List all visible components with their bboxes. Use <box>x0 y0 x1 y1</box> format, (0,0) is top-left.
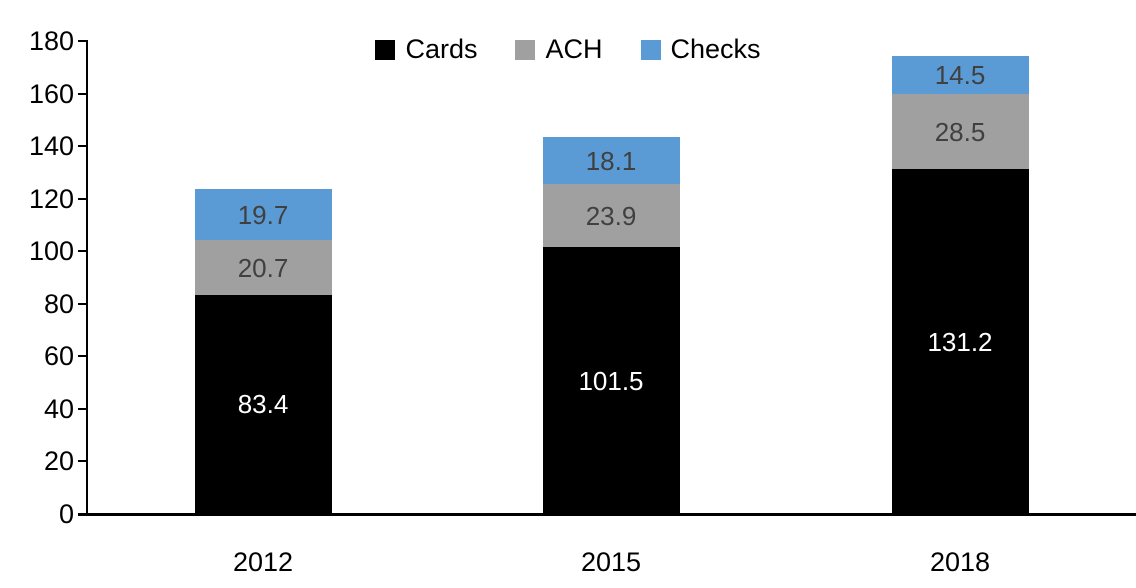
y-tick-label: 60 <box>43 341 74 372</box>
bar-segment-checks-2015: 18.1 <box>542 136 680 185</box>
y-tick-label: 100 <box>28 236 74 267</box>
bar-segment-cards-2015: 101.5 <box>542 247 680 514</box>
y-tick-mark <box>78 250 88 253</box>
bar-value-label: 83.4 <box>237 389 289 420</box>
y-tick-mark <box>78 513 88 515</box>
bar-segment-cards-2012: 83.4 <box>194 294 332 514</box>
legend-swatch-checks-icon <box>640 39 661 60</box>
y-tick-mark <box>78 197 88 200</box>
bar-segment-ach-2015: 23.9 <box>542 184 680 248</box>
x-axis-label-2015: 2015 <box>580 547 642 577</box>
y-tick-label: 0 <box>58 499 74 529</box>
y-tick-mark <box>78 145 88 148</box>
legend-label-cards: Cards <box>405 34 478 64</box>
y-tick-label: 140 <box>28 131 74 162</box>
x-axis-line <box>78 513 1136 516</box>
y-tick-label: 120 <box>28 183 74 214</box>
legend-item-ach: ACH <box>515 34 603 64</box>
bar-value-label: 18.1 <box>585 145 637 176</box>
y-tick-mark <box>78 460 88 463</box>
y-tick-label: 40 <box>43 393 74 424</box>
y-tick-label: 80 <box>43 288 74 319</box>
bar-value-label: 23.9 <box>585 200 637 231</box>
bar-value-label: 14.5 <box>934 60 986 91</box>
x-axis-label-2018: 2018 <box>929 547 991 577</box>
y-tick-mark <box>78 92 88 95</box>
bar-segment-checks-2018: 14.5 <box>891 56 1029 95</box>
y-tick-mark <box>78 355 88 358</box>
y-tick-label: 20 <box>43 446 74 477</box>
chart-legend: Cards ACH Checks <box>0 36 1136 63</box>
legend-item-cards: Cards <box>375 36 477 63</box>
legend-item-checks: Checks <box>640 34 761 64</box>
bar-value-label: 101.5 <box>578 365 644 396</box>
bar-segment-ach-2018: 28.5 <box>891 94 1029 170</box>
bar-value-label: 131.2 <box>927 326 993 357</box>
bar-value-label: 20.7 <box>237 252 289 283</box>
y-axis-line <box>86 41 88 516</box>
legend-swatch-cards-icon <box>375 39 396 60</box>
y-tick-mark <box>78 407 88 410</box>
bar-value-label: 19.7 <box>237 199 289 230</box>
y-tick-mark <box>78 302 88 305</box>
bar-segment-checks-2012: 19.7 <box>194 188 332 241</box>
legend-swatch-ach-icon <box>515 39 536 60</box>
y-tick-label: 160 <box>28 78 74 109</box>
x-axis-label-2012: 2012 <box>232 547 294 577</box>
y-tick-label: 180 <box>28 26 74 56</box>
legend-label-ach: ACH <box>545 34 603 64</box>
bar-segment-cards-2018: 131.2 <box>891 169 1029 514</box>
legend-label-checks: Checks <box>670 34 761 64</box>
bar-segment-ach-2012: 20.7 <box>194 240 332 295</box>
bar-value-label: 28.5 <box>934 116 986 147</box>
y-tick-mark <box>78 40 88 42</box>
